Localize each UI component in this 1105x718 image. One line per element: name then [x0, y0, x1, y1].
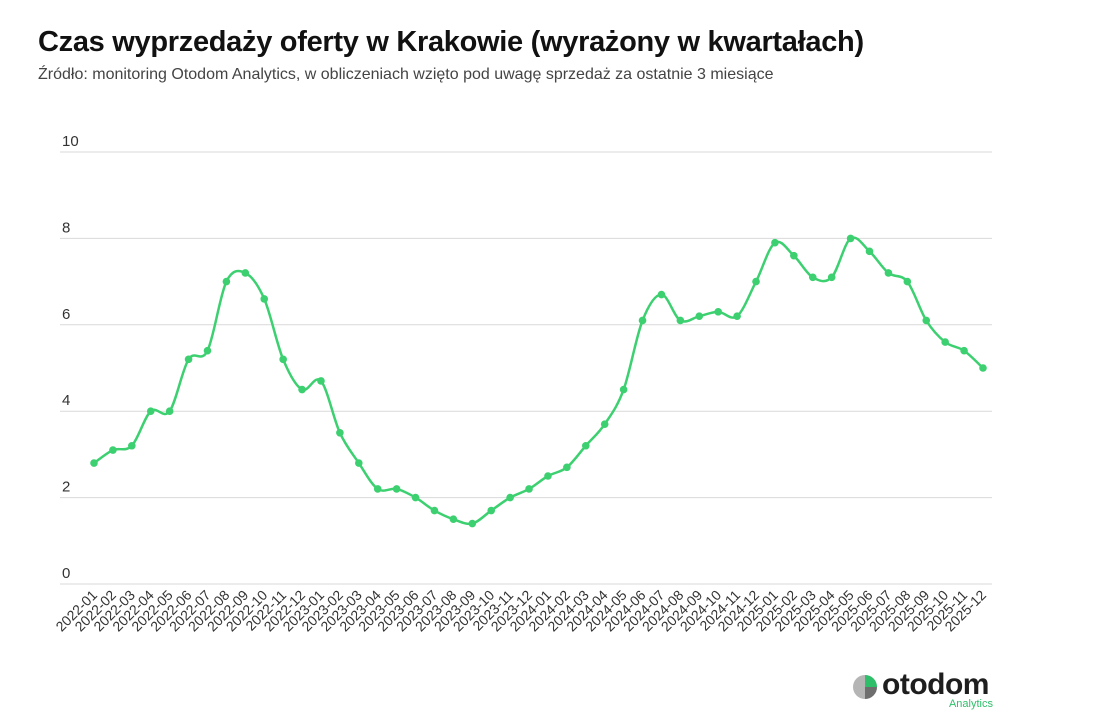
data-point-2024-05 — [619, 385, 628, 394]
chart-title: Czas wyprzedaży oferty w Krakowie (wyraż… — [38, 26, 864, 58]
y-tick-label: 10 — [62, 133, 79, 150]
data-point-2024-04 — [600, 420, 609, 428]
data-point-2022-02 — [109, 446, 117, 454]
otodom-logo: otodom Analytics — [852, 668, 997, 714]
data-point-2022-04 — [146, 407, 155, 416]
data-point-2025-05 — [846, 234, 855, 243]
data-point-2025-11 — [960, 346, 968, 355]
data-point-2023-04 — [373, 485, 382, 493]
data-point-2023-02 — [336, 429, 344, 437]
data-point-2023-03 — [355, 459, 363, 467]
data-point-2022-01 — [90, 459, 98, 467]
data-point-2025-10 — [941, 338, 949, 346]
data-point-2022-03 — [128, 441, 136, 450]
data-point-2022-07 — [203, 346, 212, 355]
data-point-2023-10 — [487, 506, 496, 515]
data-point-2023-01 — [317, 377, 325, 385]
data-point-2025-04 — [827, 273, 836, 282]
data-point-2022-11 — [279, 355, 287, 364]
data-point-2024-07 — [657, 290, 666, 299]
data-point-2023-05 — [392, 485, 401, 493]
data-point-2025-07 — [884, 269, 893, 277]
x-axis-ticks: 2022-012022-022022-032022-042022-052022-… — [52, 587, 989, 635]
data-point-2024-09 — [695, 312, 704, 320]
data-point-2022-09 — [241, 269, 250, 277]
data-point-2024-08 — [676, 316, 685, 325]
data-point-2024-02 — [563, 463, 571, 472]
data-point-2023-09 — [468, 519, 477, 528]
data-point-2025-01 — [771, 238, 779, 247]
data-point-2023-11 — [506, 493, 514, 502]
data-point-2025-06 — [865, 247, 874, 256]
chart-subtitle: Źródło: monitoring Otodom Analytics, w o… — [38, 66, 774, 83]
data-point-2024-12 — [752, 277, 760, 286]
data-point-2025-09 — [922, 316, 931, 325]
data-point-2024-11 — [733, 312, 741, 320]
data-point-2024-01 — [544, 472, 552, 480]
data-point-2023-08 — [449, 515, 458, 523]
y-tick-label: 2 — [62, 479, 70, 496]
logo-tagline: Analytics — [948, 698, 993, 710]
data-point-2025-02 — [790, 251, 798, 260]
data-point-2022-06 — [184, 355, 193, 364]
data-point-2023-06 — [411, 493, 420, 502]
y-tick-label: 4 — [62, 392, 70, 409]
data-point-2022-05 — [165, 407, 174, 416]
data-points — [90, 234, 987, 528]
data-point-2024-10 — [714, 308, 722, 316]
grid-lines — [60, 151, 992, 585]
data-point-2025-12 — [979, 364, 987, 372]
data-point-2022-12 — [298, 385, 306, 394]
data-point-2025-03 — [808, 273, 817, 282]
data-point-2022-08 — [222, 277, 231, 286]
y-tick-label: 6 — [62, 306, 70, 323]
otodom-logo-icon — [853, 675, 877, 699]
y-tick-label: 0 — [62, 565, 70, 582]
data-point-2024-03 — [581, 441, 590, 450]
data-point-2024-06 — [638, 316, 647, 325]
logo-brand: otodom — [882, 668, 989, 701]
y-tick-label: 8 — [62, 219, 70, 236]
y-axis-ticks: 0 2 4 6 8 10 — [62, 133, 79, 582]
data-point-2022-10 — [260, 295, 269, 303]
data-point-2023-12 — [525, 485, 533, 493]
data-point-2023-07 — [430, 506, 439, 515]
data-point-2025-08 — [903, 277, 912, 286]
